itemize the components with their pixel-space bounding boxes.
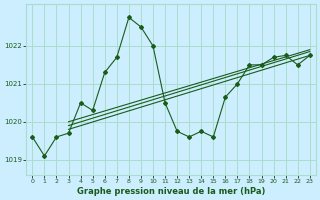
X-axis label: Graphe pression niveau de la mer (hPa): Graphe pression niveau de la mer (hPa)	[77, 187, 265, 196]
